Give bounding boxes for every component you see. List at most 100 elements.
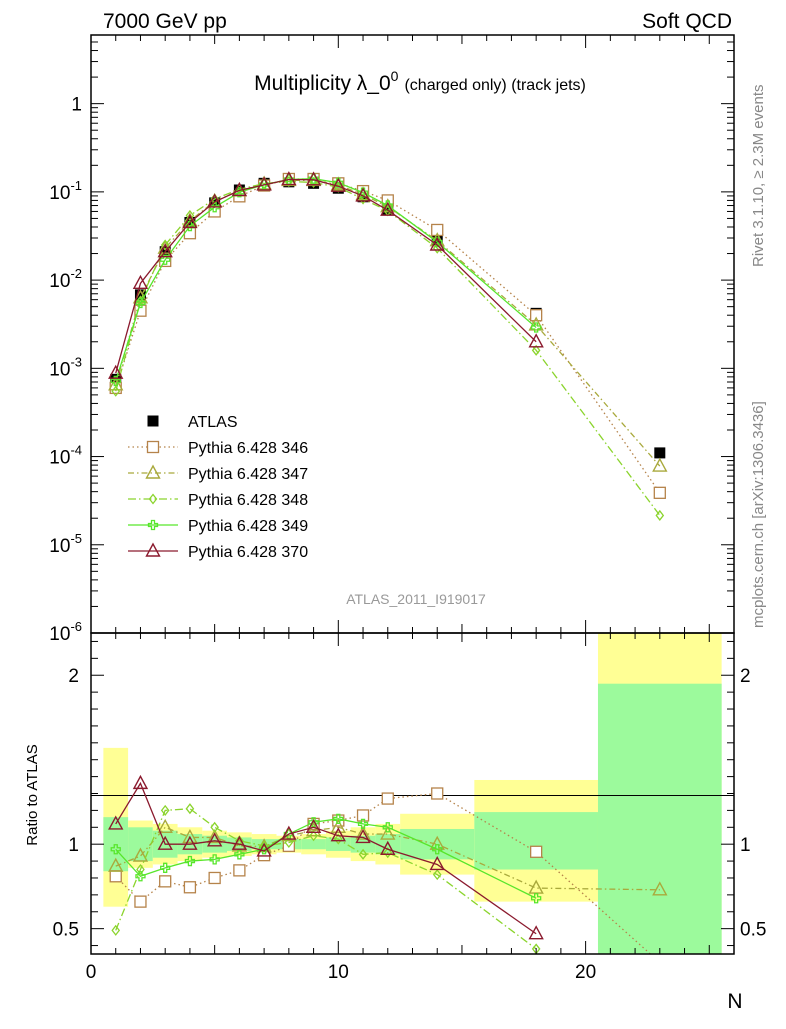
main-point-1-14 (653, 486, 666, 499)
main-point-0-11 (382, 203, 394, 215)
tick-labels: 0 10 20 10-6 10-5 10-4 10-3 10-2 10-1 1 0.5 0.5 1 1 2 2 (49, 95, 766, 983)
ratio-point-4-10 (355, 828, 371, 844)
ratio-point-4-8 (305, 818, 322, 833)
legend-entry-1: Pythia 6.428 346 (128, 440, 308, 457)
x-axis-label: N (727, 990, 742, 1013)
ratio-point-0-13 (530, 845, 543, 858)
main-y-tick-label: 10-3 (49, 354, 82, 380)
ratio-point-4-4 (206, 832, 223, 847)
main-y-tick-label: 10-6 (49, 619, 82, 645)
legend-marker-4 (147, 519, 159, 531)
ratio-point-3-1 (135, 871, 146, 882)
main-point-1-3 (183, 227, 197, 240)
main-series-4 (110, 173, 542, 387)
ratio-series-line-0 (115, 792, 652, 954)
ratio-point-1-14 (652, 881, 668, 896)
main-point-5-5 (231, 181, 248, 197)
main-point-4-9 (333, 177, 344, 188)
ratio-point-2-10 (358, 848, 368, 860)
main-series-line-5 (115, 178, 537, 374)
main-y-tick-label: 10-4 (49, 443, 82, 469)
ratio-point-3-13 (531, 893, 542, 904)
ratio-point-0-4 (208, 871, 221, 885)
ratio-point-0-0 (109, 870, 122, 883)
analysis-id: ATLAS_2011_I919017 (346, 591, 486, 607)
ratio-y-tick-label-right: 1 (740, 835, 751, 856)
ratio-point-1-8 (305, 822, 322, 837)
main-point-5-6 (256, 176, 272, 191)
ratio-y-tick-label: 1 (68, 835, 79, 856)
ratio-y-tick-label: 0.5 (53, 920, 79, 941)
ratio-point-3-11 (382, 822, 393, 833)
ratio-point-2-5 (235, 835, 244, 847)
ratio-band-inner-4 (202, 835, 228, 853)
ratio-point-4-11 (380, 840, 396, 855)
ratio-band-inner-8 (301, 839, 326, 850)
ratio-y-tick-label-right: 0.5 (740, 920, 766, 941)
main-point-4-1 (135, 297, 146, 309)
main-point-5-10 (355, 187, 371, 202)
axis-ticks (91, 34, 734, 954)
header-left: 7000 GeV pp (103, 10, 227, 33)
ratio-point-2-3 (185, 803, 195, 815)
ratio-point-4-12 (429, 855, 445, 871)
ratio-point-1-2 (157, 818, 173, 833)
main-series-layer (108, 171, 668, 522)
ratio-point-1-11 (380, 825, 396, 840)
rivet-label: Rivet 3.1.10, ≥ 2.3M events (750, 85, 767, 268)
main-point-3-14 (655, 509, 665, 522)
legend-marker-5 (145, 542, 161, 557)
main-point-4-5 (234, 187, 245, 198)
ratio-point-0-5 (233, 864, 246, 877)
plot-title-sup: 0 (391, 68, 399, 84)
ratio-point-4-5 (231, 835, 248, 850)
ratio-point-3-3 (184, 855, 196, 867)
ratio-point-2-2 (160, 804, 170, 816)
main-point-5-4 (206, 193, 223, 208)
ratio-point-0-14 (654, 957, 665, 968)
ratio-point-1-9 (330, 818, 346, 833)
main-point-5-12 (429, 236, 445, 251)
legend: ATLAS Pythia 6.428 346 Pythia 6.428 347 Pyt… (128, 414, 308, 561)
ratio-band-inner-1 (128, 827, 153, 862)
legend-entry-0: ATLAS (147, 414, 238, 431)
ratio-series-1 (108, 818, 668, 896)
main-point-5-2 (157, 243, 173, 258)
main-point-2-11 (380, 198, 396, 213)
plot-title-sub: (charged only) (track jets) (404, 77, 585, 94)
main-series-line-3 (115, 180, 661, 516)
plot-title-main: Multiplicity λ_0 (254, 72, 391, 95)
ratio-point-3-12 (432, 844, 443, 855)
main-point-3-4 (210, 193, 219, 205)
ratio-band-inner-13 (474, 812, 598, 870)
ratio-point-1-3 (182, 828, 198, 844)
ratio-y-axis-label: Ratio to ATLAS (24, 744, 41, 845)
ratio-point-2-1 (136, 863, 145, 876)
ratio-point-1-1 (132, 847, 149, 862)
legend-label-1: Pythia 6.428 346 (188, 440, 308, 457)
main-point-3-3 (185, 209, 195, 222)
main-point-4-2 (160, 254, 171, 265)
x-tick-label: 10 (328, 962, 349, 983)
legend-marker-1 (146, 440, 160, 454)
main-point-3-0 (111, 385, 121, 397)
ratio-point-2-4 (210, 821, 219, 833)
ratio-point-2-0 (111, 924, 121, 936)
main-point-3-13 (531, 344, 541, 356)
ratio-series-4 (108, 774, 544, 940)
ratio-point-0-12 (431, 787, 444, 800)
main-y-tick-label: 10-1 (49, 178, 82, 204)
main-point-3-2 (160, 239, 170, 251)
legend-entry-5: Pythia 6.428 370 (128, 542, 308, 561)
ratio-point-3-0 (110, 844, 121, 855)
main-y-tick-label: 1 (71, 95, 82, 116)
ratio-y-tick-label: 2 (68, 666, 79, 687)
legend-marker-0 (147, 415, 159, 427)
ratio-series-layer (108, 774, 668, 968)
main-point-1-12 (431, 223, 444, 237)
ratio-point-0-10 (356, 809, 370, 822)
ratio-y-tick-label-right: 2 (740, 666, 751, 687)
legend-label-0: ATLAS (188, 414, 238, 431)
ratio-point-0-1 (134, 895, 147, 908)
ratio-point-1-10 (355, 825, 371, 840)
